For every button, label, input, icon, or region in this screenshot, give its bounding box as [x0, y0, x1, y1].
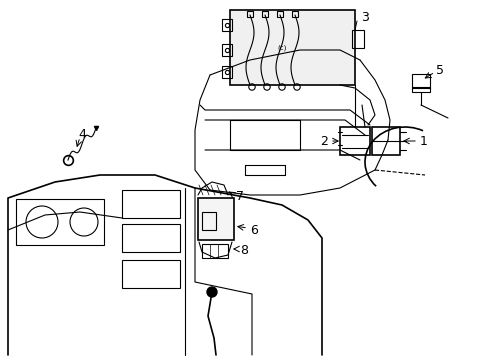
FancyBboxPatch shape: [229, 10, 354, 85]
Bar: [339, 127, 369, 155]
Bar: [222, 19, 231, 31]
Bar: [371, 127, 399, 155]
Text: 5: 5: [435, 63, 443, 77]
Bar: [222, 66, 231, 78]
Text: (c): (c): [277, 45, 286, 51]
Bar: [351, 30, 363, 48]
Circle shape: [206, 287, 217, 297]
Text: 3: 3: [360, 10, 368, 23]
Bar: [16, 199, 104, 245]
Text: 1: 1: [419, 135, 427, 148]
Text: 6: 6: [249, 224, 257, 237]
Bar: [222, 44, 231, 56]
Bar: [411, 87, 429, 92]
Bar: [198, 198, 234, 240]
Text: 4: 4: [78, 127, 86, 140]
Bar: [122, 190, 180, 218]
Text: 7: 7: [236, 189, 244, 202]
Bar: [411, 74, 429, 88]
Text: 2: 2: [320, 135, 327, 148]
Bar: [122, 260, 180, 288]
Bar: [202, 244, 227, 258]
Bar: [122, 224, 180, 252]
Text: 8: 8: [240, 243, 247, 256]
Bar: [202, 212, 216, 230]
